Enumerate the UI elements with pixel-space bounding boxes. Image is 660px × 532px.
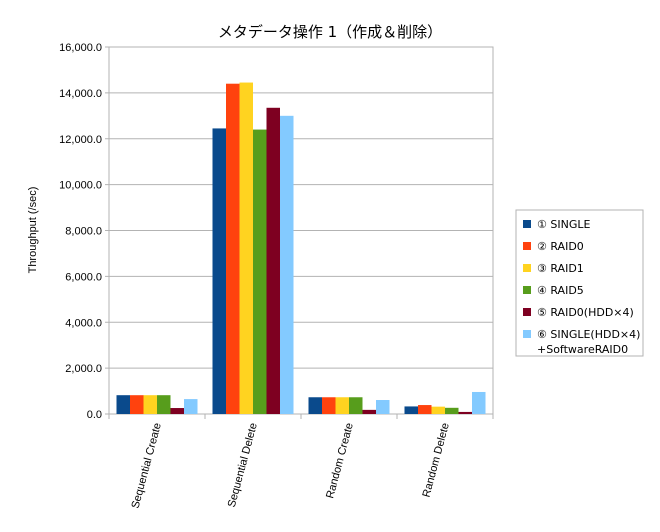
y-tick-label: 4,000.0 [65, 317, 102, 329]
bar [116, 395, 130, 414]
bar [239, 82, 253, 414]
bar [226, 83, 240, 414]
y-tick-label: 10,000.0 [59, 180, 102, 192]
y-tick-label: 12,000.0 [59, 134, 102, 146]
grid-lines [109, 92, 493, 369]
legend-swatch [523, 220, 531, 228]
x-category-label: Sequential Delete [226, 422, 260, 509]
legend-label: ① SINGLE [537, 218, 590, 231]
bar [308, 397, 322, 414]
bar [335, 397, 349, 414]
bar [266, 107, 280, 415]
y-axis-label: Throughput (/sec) [27, 187, 39, 274]
x-category-label: Random Delete [421, 422, 452, 499]
bar [253, 129, 267, 414]
chart-title: メタデータ操作 1（作成＆削除） [218, 23, 442, 41]
y-tick-label: 16,000.0 [59, 42, 102, 54]
bar [130, 395, 144, 414]
bar [212, 128, 226, 414]
bar [184, 399, 198, 414]
bar [458, 411, 472, 414]
bar [376, 400, 390, 414]
bar [418, 405, 432, 414]
bar [404, 406, 418, 414]
bar [170, 408, 184, 414]
legend-label: ⑥ SINGLE(HDD×4) +SoftwareRAID0 [537, 328, 640, 356]
legend-box [515, 209, 644, 357]
bar [472, 391, 486, 414]
legend-swatch [523, 308, 531, 316]
bar [143, 395, 157, 414]
y-tick-label: 6,000.0 [65, 271, 102, 283]
bar [322, 397, 336, 414]
y-tick-label: 0.0 [87, 409, 102, 421]
legend-swatch [523, 264, 531, 272]
legend-label: ② RAID0 [537, 240, 584, 253]
bar [431, 406, 445, 414]
bars [116, 82, 486, 415]
bar [280, 115, 294, 414]
y-tick-label: 2,000.0 [65, 363, 102, 375]
y-tick-label: 8,000.0 [65, 226, 102, 238]
legend-swatch [523, 286, 531, 294]
bar [445, 407, 459, 414]
legend-swatch [523, 242, 531, 250]
bar [157, 395, 171, 414]
legend-label: ③ RAID1 [537, 262, 584, 275]
x-category-label: Random Create [324, 422, 356, 500]
legend: ① SINGLE ② RAID0 ③ RAID1 ④ RAID5 ⑤ RAID0(HDD… [523, 218, 640, 356]
y-tick-label: 14,000.0 [59, 88, 102, 100]
legend-label: ⑤ RAID0(HDD×4) [537, 306, 634, 319]
bar [362, 409, 376, 414]
bar [349, 397, 363, 414]
legend-label: ④ RAID5 [537, 284, 584, 297]
legend-swatch [523, 330, 531, 338]
x-category-label: Sequential Create [130, 422, 164, 510]
